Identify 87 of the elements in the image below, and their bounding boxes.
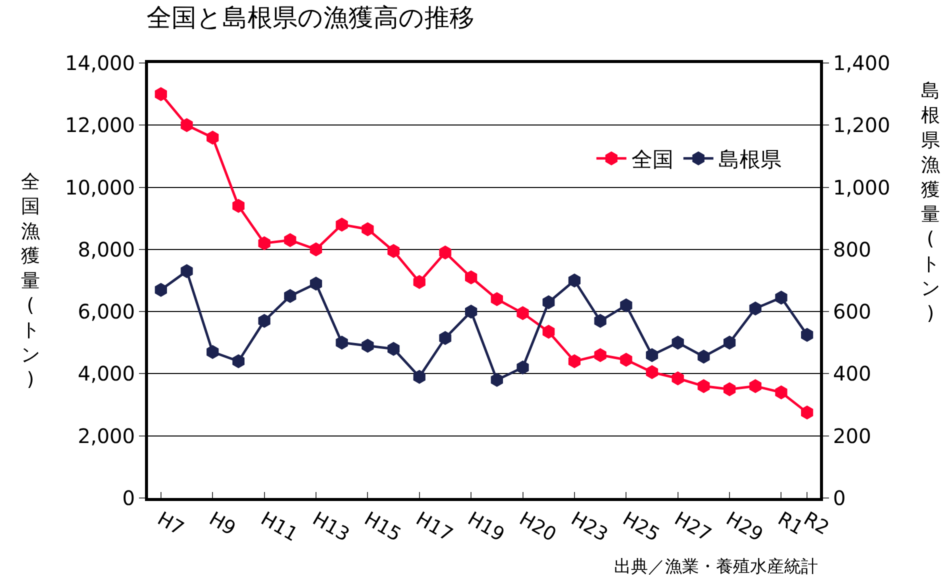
point	[258, 236, 270, 250]
y2-tick-label: 200	[833, 424, 872, 448]
y-tick-label: 8,000	[78, 237, 135, 262]
point	[568, 274, 581, 288]
x-tick-label: H9	[205, 508, 240, 540]
point	[336, 336, 348, 350]
point	[154, 87, 167, 102]
point	[801, 328, 814, 342]
point	[413, 275, 426, 290]
y-tick-label: 0	[122, 486, 135, 510]
y2-tick-label: 1,200	[833, 113, 890, 138]
x-tick-label: H27	[670, 508, 715, 546]
point	[490, 292, 503, 306]
point	[594, 314, 606, 328]
x-tick-label: H25	[618, 508, 664, 546]
point	[284, 289, 296, 304]
point	[620, 352, 632, 367]
x-tick-label: H23	[567, 508, 612, 546]
y2-tick-label: 800	[833, 237, 872, 262]
point	[154, 282, 167, 297]
point	[698, 379, 710, 394]
point	[672, 336, 684, 350]
point	[362, 222, 374, 236]
point	[749, 379, 762, 394]
point	[749, 301, 762, 316]
point	[232, 354, 245, 368]
point	[180, 264, 193, 278]
point	[801, 406, 814, 420]
point	[620, 298, 632, 312]
legend-label: 全国	[631, 148, 674, 172]
y-tick-label: 6,000	[78, 300, 135, 324]
point	[542, 324, 555, 339]
point	[310, 276, 322, 291]
point	[646, 365, 658, 380]
point	[387, 244, 400, 258]
x-tick-label: H13	[308, 508, 354, 546]
legend-label: 島根県	[718, 148, 782, 172]
point	[516, 360, 529, 374]
x-tick-label: H29	[722, 508, 767, 546]
point	[206, 344, 219, 359]
point	[362, 338, 374, 353]
point	[568, 354, 581, 368]
point	[775, 290, 788, 305]
point	[672, 371, 684, 386]
y-tick-label: 14,000	[65, 51, 135, 75]
x-tick-label: H17	[412, 508, 456, 546]
point	[516, 306, 529, 320]
point	[284, 233, 296, 248]
point	[775, 385, 788, 400]
y-tick-label: 4,000	[78, 362, 135, 386]
point	[594, 348, 606, 362]
point	[336, 218, 348, 232]
x-tick-label: R2	[800, 508, 833, 540]
chart-title: 全国と島根県の漁獲高の推移	[146, 3, 474, 32]
point	[465, 270, 478, 284]
point	[490, 372, 503, 387]
y2-tick-label: 1,400	[833, 51, 890, 75]
point	[698, 350, 710, 364]
x-tick-label: H20	[516, 508, 560, 546]
text: 全国漁獲量(トン)	[21, 171, 40, 391]
point	[206, 130, 219, 145]
point	[439, 330, 452, 345]
x-tick-label: H19	[464, 508, 508, 546]
point	[387, 342, 400, 356]
point	[646, 348, 658, 362]
point	[465, 304, 478, 319]
source-note: 出典／漁業・養殖水産統計	[614, 557, 818, 575]
y2-tick-label: 400	[833, 362, 872, 386]
point	[439, 246, 452, 260]
text: 島根県漁獲量(トン)	[921, 80, 940, 324]
point	[310, 242, 322, 256]
y-tick-label: 12,000	[65, 113, 135, 138]
y-tick-label: 10,000	[65, 175, 135, 200]
x-tick-label: H15	[360, 508, 405, 546]
y-tick-label: 2,000	[78, 424, 135, 448]
x-tick-label: H7	[154, 508, 188, 540]
y2-tick-label: 1,000	[833, 175, 890, 200]
point	[723, 382, 736, 396]
y2-tick-label: 0	[833, 486, 846, 510]
point	[180, 118, 193, 132]
y2-tick-label: 600	[833, 300, 872, 324]
x-tick-label: H11	[257, 508, 302, 546]
point	[542, 295, 555, 310]
point	[723, 336, 736, 350]
point	[232, 198, 245, 213]
point	[413, 370, 426, 384]
point	[258, 314, 270, 328]
